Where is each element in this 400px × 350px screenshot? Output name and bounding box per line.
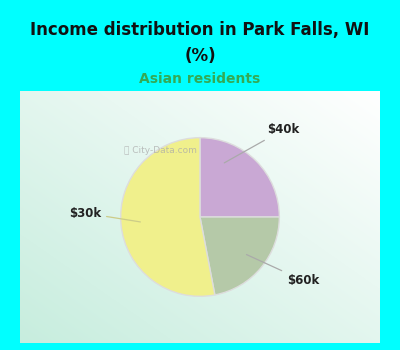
- Wedge shape: [121, 138, 215, 296]
- Wedge shape: [200, 217, 279, 295]
- Text: $30k: $30k: [69, 206, 140, 222]
- Text: Income distribution in Park Falls, WI: Income distribution in Park Falls, WI: [30, 21, 370, 39]
- Text: ⓘ City-Data.com: ⓘ City-Data.com: [124, 146, 197, 155]
- Text: Asian residents: Asian residents: [139, 72, 261, 86]
- Text: $60k: $60k: [246, 254, 319, 287]
- Wedge shape: [200, 138, 279, 217]
- Text: (%): (%): [184, 47, 216, 65]
- Text: $40k: $40k: [224, 123, 300, 163]
